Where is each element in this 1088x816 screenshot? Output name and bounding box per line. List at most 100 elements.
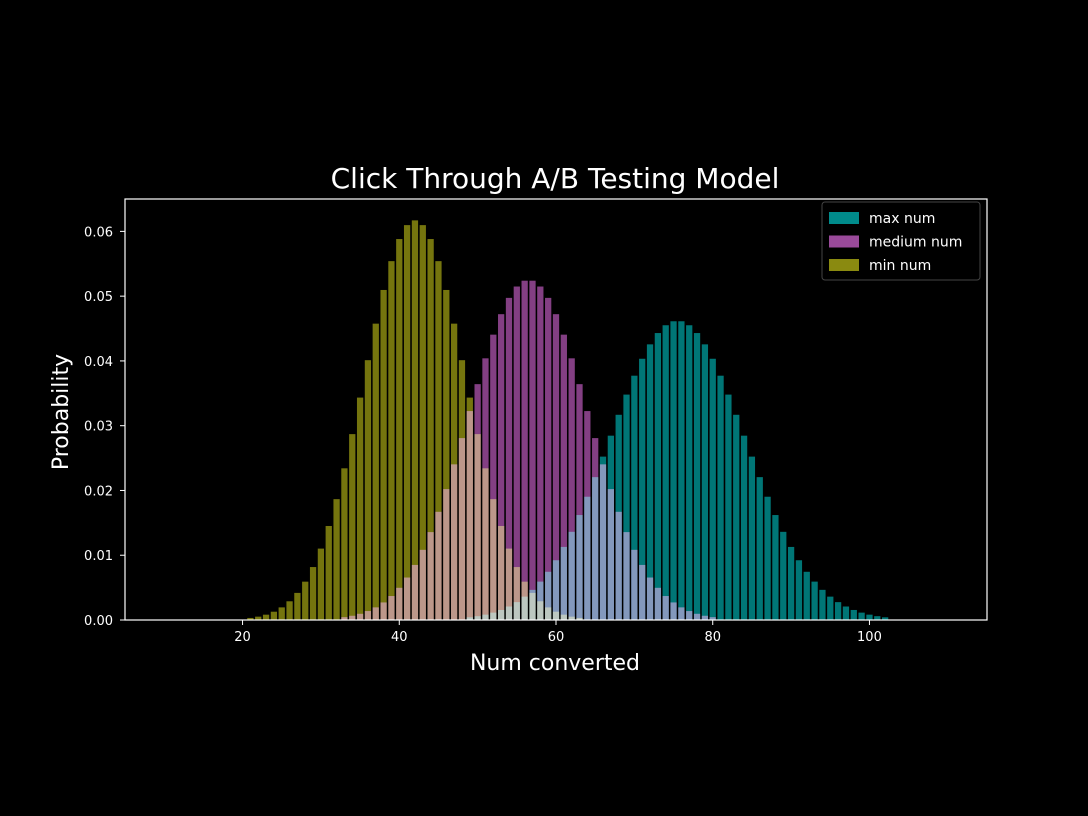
legend-swatch-max-num [829,212,859,224]
bar-max-num-101 [874,616,881,620]
bar-min-num-43 [419,225,426,620]
y-tick-label: 0.03 [84,420,113,435]
bar-medium-num-77 [686,611,693,620]
bar-min-num-56 [521,581,528,620]
bar-min-num-22 [255,616,262,620]
bar-min-num-26 [286,601,293,620]
bar-max-num-75 [670,321,677,620]
bar-medium-num-58 [537,286,544,620]
x-tick-label: 40 [391,630,408,645]
bar-max-num-88 [772,515,779,620]
bar-max-num-100 [866,614,873,620]
bar-medium-num-68 [615,511,622,620]
bar-max-num-85 [748,456,756,620]
bar-max-num-89 [780,531,787,620]
bar-max-num-71 [639,358,646,620]
bar-min-num-53 [498,525,505,620]
bar-medium-num-66 [599,464,607,620]
bar-medium-num-61 [560,334,567,620]
bar-max-num-78 [693,333,701,620]
bar-medium-num-73 [654,587,662,620]
bar-min-num-55 [513,567,520,620]
bar-medium-num-70 [631,549,638,620]
bar-min-num-54 [505,548,513,620]
legend-box [821,201,981,281]
bar-max-num-69 [623,394,630,620]
bar-min-num-59 [545,607,552,620]
bar-max-num-70 [631,375,638,620]
bar-min-num-50 [474,434,481,620]
bar-min-num-41 [403,225,411,620]
bar-min-num-48 [458,360,466,620]
y-tick-label: 0.01 [84,549,113,564]
bar-medium-num-56 [521,280,528,620]
bar-medium-num-62 [568,358,575,620]
bar-min-num-46 [443,289,450,620]
bar-min-num-61 [560,614,567,620]
bar-max-num-79 [701,344,709,620]
bar-min-num-25 [278,607,285,620]
bar-min-num-35 [356,397,364,620]
bar-medium-num-60 [552,314,560,620]
bar-max-num-74 [662,325,669,620]
bar-medium-num-78 [693,613,701,620]
bar-max-num-99 [858,612,865,620]
bar-medium-num-52 [490,334,497,620]
bar-medium-num-69 [623,532,630,620]
bar-max-num-87 [764,496,771,620]
bar-min-num-28 [302,581,309,620]
bar-medium-num-53 [498,314,505,620]
y-tick-label: 0.02 [84,484,113,499]
bar-min-num-29 [309,567,317,620]
bar-medium-num-80 [709,617,716,620]
bar-medium-num-55 [513,286,520,620]
legend-swatch-min-num [829,259,859,271]
y-tick-label: 0.06 [84,225,113,240]
bar-min-num-57 [529,592,536,620]
bar-max-num-96 [834,602,842,620]
bar-medium-num-72 [646,577,654,620]
bar-min-num-58 [537,601,544,620]
bar-max-num-77 [686,325,693,620]
x-axis-label: Num converted [470,651,640,676]
bar-max-num-81 [717,375,724,620]
bar-max-num-80 [709,358,716,620]
bar-max-num-76 [678,321,685,620]
bar-medium-num-67 [607,489,614,620]
y-tick-label: 0.05 [84,290,113,305]
bar-medium-num-63 [576,384,583,620]
bar-medium-num-64 [584,411,591,620]
bar-min-num-27 [294,592,301,620]
bar-min-num-24 [270,611,278,620]
legend-label-max-num: max num [869,211,935,227]
bar-max-num-98 [850,609,857,620]
bar-min-num-44 [427,239,434,621]
bar-max-num-91 [795,560,803,620]
bar-max-num-95 [827,596,834,620]
bar-max-num-90 [787,546,795,620]
bar-min-num-31 [325,525,332,620]
bar-max-num-72 [646,344,654,620]
bar-max-num-73 [654,333,662,620]
bar-medium-num-65 [592,438,599,620]
bar-max-num-93 [811,581,818,620]
y-axis-label: Probability [49,354,74,470]
bar-max-num-97 [842,606,850,620]
bar-medium-num-74 [662,596,669,620]
bar-min-num-37 [372,323,379,620]
bar-max-num-82 [725,394,732,620]
bar-min-num-40 [396,239,403,621]
bar-min-num-45 [435,261,442,620]
bar-medium-num-71 [639,564,646,620]
x-tick-label: 80 [704,630,721,645]
bar-min-num-21 [247,617,254,620]
chart-title: Click Through A/B Testing Model [331,162,780,195]
bar-medium-num-76 [678,607,685,620]
bar-min-num-33 [341,468,348,620]
bar-medium-num-54 [505,297,513,620]
bar-medium-num-57 [529,280,536,620]
legend-label-medium-num: medium num [869,235,962,251]
bar-min-num-52 [490,499,497,620]
bar-min-num-36 [364,360,372,620]
